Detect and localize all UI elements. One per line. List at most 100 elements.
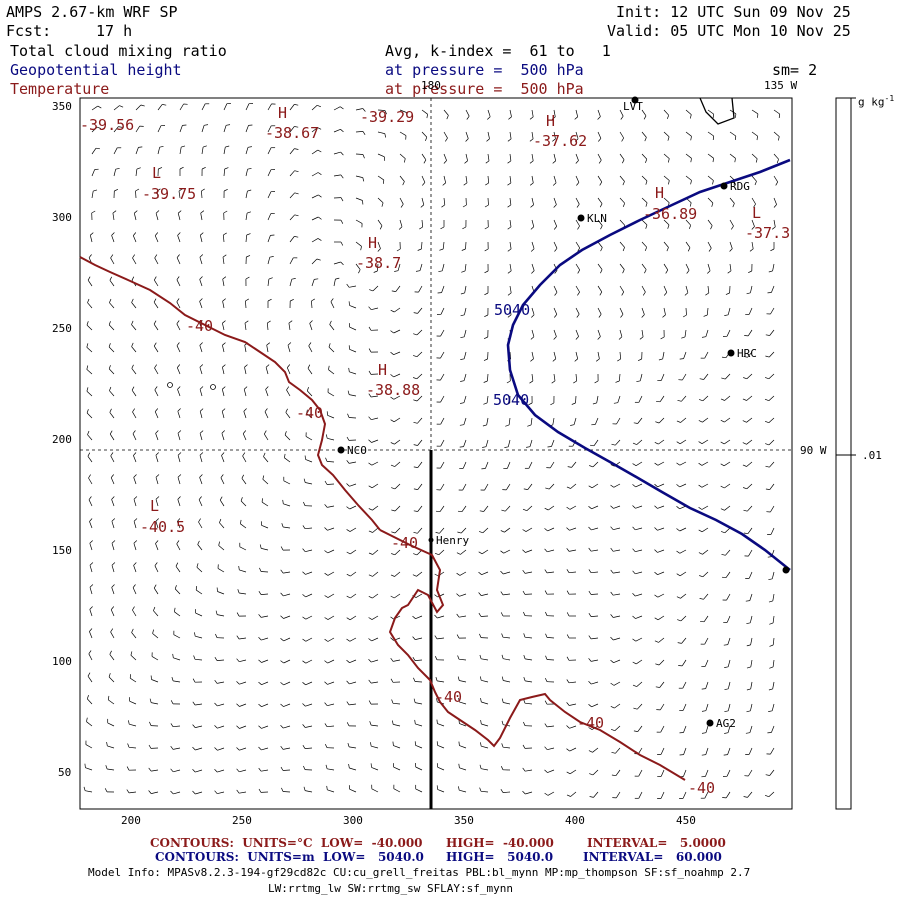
wind-barb	[685, 109, 692, 115]
wind-barb-flag	[687, 247, 691, 252]
wind-barb-flag	[746, 666, 751, 669]
station-dot-hrc[interactable]	[727, 349, 735, 357]
wind-barb	[636, 439, 643, 445]
wind-barb	[465, 241, 467, 250]
wind-barb-flag	[133, 540, 138, 544]
wind-barb-flag	[746, 292, 751, 295]
wind-barb-flag	[258, 681, 262, 685]
wind-barb	[415, 788, 423, 793]
wind-barb-flag	[192, 701, 196, 706]
wind-barb	[223, 125, 227, 133]
wind-barb	[327, 768, 335, 771]
wind-barb-flag	[479, 654, 482, 659]
wind-barb	[377, 197, 384, 204]
wind-barb	[702, 571, 709, 578]
wind-barb	[546, 637, 555, 639]
station-dot-east[interactable]	[782, 566, 790, 574]
wind-barb-flag	[588, 680, 592, 685]
wind-barb-flag	[400, 203, 404, 208]
wind-barb	[304, 747, 313, 749]
wind-barb	[289, 148, 295, 155]
wind-barb	[553, 329, 557, 337]
wind-barb	[748, 571, 753, 579]
wind-barb-flag	[654, 505, 658, 509]
wind-barb	[459, 767, 467, 771]
colorbar	[835, 97, 852, 810]
wind-barb-flag	[402, 181, 405, 186]
wind-barb	[266, 345, 269, 353]
wind-barb	[509, 175, 512, 183]
wind-barb	[723, 461, 731, 467]
wind-barb	[349, 394, 357, 397]
station-dot-ag2[interactable]	[706, 719, 714, 727]
wind-barb-flag	[461, 270, 466, 273]
wind-barb-flag	[127, 743, 130, 748]
wind-barb-flag	[505, 424, 510, 427]
wind-barb	[244, 345, 247, 353]
wind-barb-flag	[529, 380, 534, 384]
wind-barb	[195, 725, 203, 728]
wind-barb	[729, 241, 733, 249]
wind-barb-flag	[109, 650, 112, 655]
wind-barb-flag	[589, 773, 594, 776]
wind-barb	[221, 411, 225, 419]
wind-barb	[414, 681, 423, 683]
wind-barb	[283, 503, 291, 507]
wind-barb	[613, 505, 621, 509]
wind-barb	[372, 593, 379, 599]
wind-barb	[613, 681, 621, 686]
wind-barb-flag	[482, 446, 487, 448]
wind-barb	[394, 461, 401, 467]
wind-barb-flag	[483, 402, 488, 405]
wind-barb-flag	[413, 312, 418, 314]
wind-barb	[502, 791, 511, 793]
wind-barb	[199, 433, 203, 441]
wind-barb-flag	[324, 702, 328, 706]
station-dot-kln[interactable]	[577, 214, 585, 222]
wind-barb	[415, 766, 423, 771]
wind-barb	[267, 169, 272, 177]
wind-barb-flag	[266, 342, 271, 346]
station-dot-nco[interactable]	[337, 446, 345, 454]
wind-barb	[350, 549, 357, 555]
wind-barb-flag	[484, 314, 489, 318]
wind-barb	[437, 615, 445, 619]
wind-barb-flag	[155, 496, 160, 500]
wind-barb-flag	[199, 474, 203, 478]
wind-barb	[377, 241, 381, 249]
wind-barb-flag	[131, 364, 134, 369]
wind-barb	[553, 131, 556, 139]
wind-barb	[199, 235, 203, 243]
wind-barb	[748, 747, 753, 755]
wind-barb-flag	[109, 386, 112, 391]
wind-barb-flag	[196, 563, 199, 568]
wind-barb-flag	[368, 439, 372, 443]
wind-barb	[399, 175, 405, 182]
wind-barb-flag	[199, 452, 204, 456]
wind-barb	[199, 257, 203, 265]
station-dot-rdg[interactable]	[720, 182, 728, 190]
wind-barb	[199, 455, 203, 463]
wind-barb-flag	[443, 160, 447, 164]
wind-barb-flag	[566, 725, 570, 729]
wind-barb	[416, 395, 423, 402]
wind-barb	[282, 769, 291, 771]
wind-barb	[487, 197, 489, 206]
station-label-henry: Henry	[436, 534, 470, 547]
wind-barb-flag	[412, 615, 416, 619]
wind-barb	[682, 373, 687, 381]
station-dot-lvt[interactable]	[631, 96, 639, 104]
wind-barb-flag	[108, 343, 111, 348]
wind-barb-flag	[221, 452, 225, 456]
wind-barb-flag	[487, 116, 491, 120]
wind-barb-flag	[676, 528, 680, 532]
valid-time: Valid: 05 UTC Mon 10 Nov 25	[607, 22, 851, 40]
wind-barb-flag	[600, 269, 603, 274]
extremum-type: H	[368, 234, 378, 252]
wind-barb	[199, 345, 203, 353]
wind-barb	[591, 637, 599, 640]
station-dot-henry[interactable]	[428, 537, 434, 543]
wind-barb-flag	[280, 638, 284, 642]
wind-barb	[439, 527, 445, 534]
wind-barb	[641, 153, 648, 160]
